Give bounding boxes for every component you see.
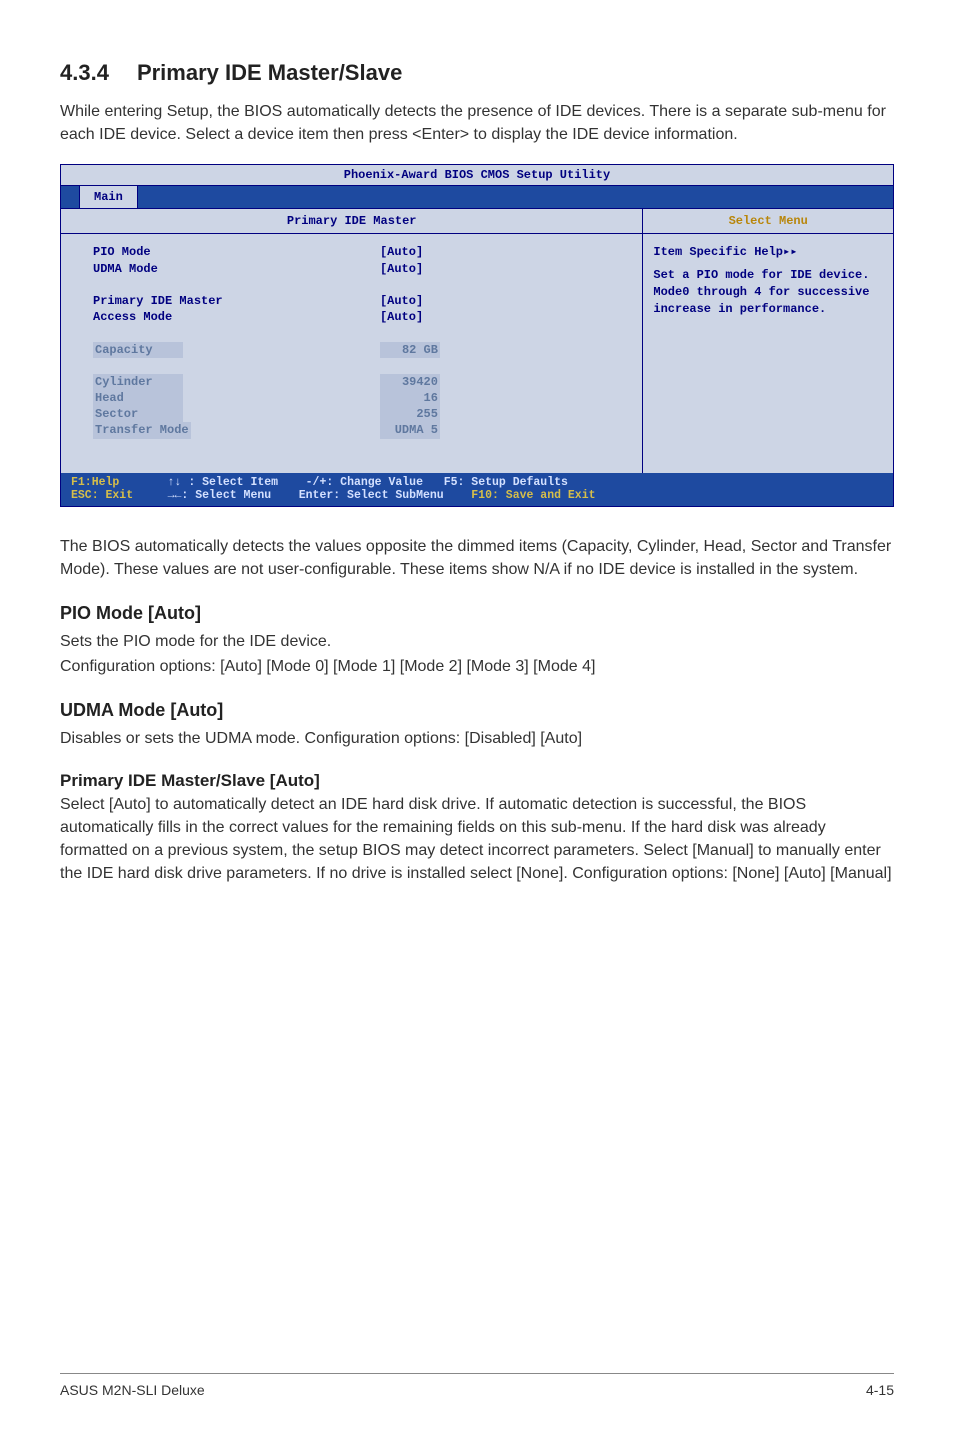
bios-footer: F1:Help ↑↓ : Select Item -/+: Change Val… (61, 473, 893, 506)
section-heading: 4.3.4 Primary IDE Master/Slave (60, 60, 894, 86)
footer-setupdefaults: F5: Setup Defaults (444, 476, 568, 489)
bios-left-panel: Primary IDE Master PIO Mode[Auto]UDMA Mo… (61, 209, 643, 472)
bios-left-header: Primary IDE Master (61, 209, 642, 234)
bios-row-value: [Auto] (380, 309, 634, 325)
bios-row: Transfer ModeUDMA 5 (69, 422, 634, 438)
bios-row-value: 16 (380, 390, 634, 406)
primary-body: Select [Auto] to automatically detect an… (60, 793, 894, 886)
bios-help: Item Specific Help▸▸ Set a PIO mode for … (643, 234, 893, 327)
primary-heading: Primary IDE Master/Slave [Auto] (60, 771, 894, 791)
bios-row: Capacity82 GB (69, 342, 634, 358)
bios-row-label: Sector (69, 406, 380, 422)
udma-line1: Disables or sets the UDMA mode. Configur… (60, 727, 894, 750)
bios-rows-container: PIO Mode[Auto]UDMA Mode[Auto] Primary ID… (61, 234, 642, 472)
footer-left: ASUS M2N-SLI Deluxe (60, 1382, 205, 1398)
bios-title: Phoenix-Award BIOS CMOS Setup Utility (61, 165, 893, 186)
bios-screenshot: Phoenix-Award BIOS CMOS Setup Utility Ma… (60, 164, 894, 506)
footer-esc: ESC: Exit (71, 489, 168, 502)
pio-heading: PIO Mode [Auto] (60, 603, 894, 624)
bios-help-body: Set a PIO mode for IDE device. Mode0 thr… (653, 267, 883, 317)
footer-f1: F1:Help (71, 476, 168, 489)
pio-line1: Sets the PIO mode for the IDE device. (60, 630, 894, 653)
footer-right: 4-15 (866, 1382, 894, 1398)
bios-row-value: [Auto] (380, 293, 634, 309)
bios-tab-row: Main (61, 186, 893, 208)
bios-row-label: Capacity (69, 342, 380, 358)
bios-row-label: Access Mode (69, 309, 380, 325)
bios-tab-main: Main (79, 186, 138, 208)
udma-heading: UDMA Mode [Auto] (60, 700, 894, 721)
bios-row-value: [Auto] (380, 261, 634, 277)
bios-row-value: 39420 (380, 374, 634, 390)
footer-entersubmenu: Enter: Select SubMenu (299, 489, 472, 502)
bios-row: PIO Mode[Auto] (69, 244, 634, 260)
bios-row: Cylinder39420 (69, 374, 634, 390)
bios-row-label: PIO Mode (69, 244, 380, 260)
bios-row-value: UDMA 5 (380, 422, 634, 438)
bios-row-value: [Auto] (380, 244, 634, 260)
footer-changevalue: -/+: Change Value (306, 476, 444, 489)
bios-row (69, 277, 634, 293)
pio-line2: Configuration options: [Auto] [Mode 0] [… (60, 655, 894, 678)
footer-selectitem: ↑↓ : Select Item (168, 476, 306, 489)
bios-row: Head16 (69, 390, 634, 406)
bios-row-label: Primary IDE Master (69, 293, 380, 309)
bios-row: Access Mode[Auto] (69, 309, 634, 325)
bios-row: UDMA Mode[Auto] (69, 261, 634, 277)
bios-row (69, 358, 634, 374)
after-bios-para: The BIOS automatically detects the value… (60, 535, 894, 581)
bios-help-title: Item Specific Help▸▸ (653, 244, 883, 261)
page-footer: ASUS M2N-SLI Deluxe 4-15 (60, 1373, 894, 1398)
bios-row-label: Cylinder (69, 374, 380, 390)
section-intro: While entering Setup, the BIOS automatic… (60, 100, 894, 146)
bios-row-value: 82 GB (380, 342, 634, 358)
section-title: Primary IDE Master/Slave (137, 60, 402, 85)
footer-selectmenu: →←: Select Menu (168, 489, 299, 502)
bios-columns: Primary IDE Master PIO Mode[Auto]UDMA Mo… (61, 208, 893, 472)
bios-row-label: UDMA Mode (69, 261, 380, 277)
bios-right-panel: Select Menu Item Specific Help▸▸ Set a P… (643, 209, 893, 472)
section-number: 4.3.4 (60, 60, 109, 86)
bios-row (69, 325, 634, 341)
bios-row-label: Transfer Mode (69, 422, 380, 438)
footer-saveexit: F10: Save and Exit (471, 489, 595, 502)
bios-row-value: 255 (380, 406, 634, 422)
bios-row: Primary IDE Master[Auto] (69, 293, 634, 309)
bios-right-header: Select Menu (643, 209, 893, 234)
bios-row: Sector255 (69, 406, 634, 422)
bios-row-label: Head (69, 390, 380, 406)
